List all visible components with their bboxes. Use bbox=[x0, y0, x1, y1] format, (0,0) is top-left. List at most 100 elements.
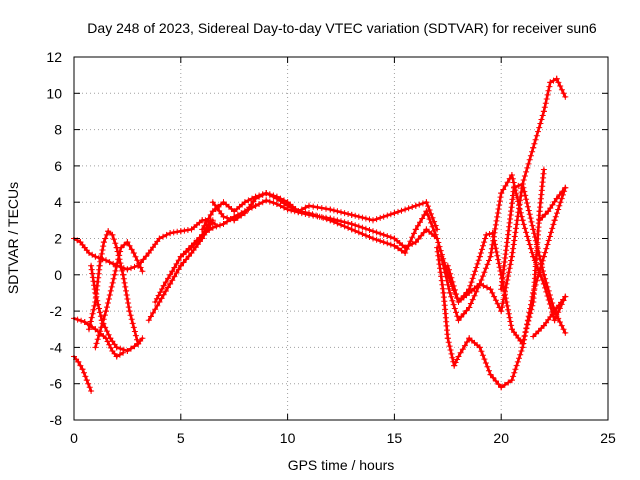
data-point bbox=[82, 373, 89, 380]
data-point bbox=[128, 246, 135, 253]
data-point bbox=[156, 235, 163, 242]
data-point bbox=[532, 330, 539, 337]
data-point bbox=[245, 197, 252, 204]
data-point bbox=[281, 197, 287, 204]
data-point bbox=[525, 207, 532, 214]
data-point bbox=[473, 288, 480, 295]
data-point bbox=[547, 205, 554, 212]
data-point bbox=[496, 202, 503, 208]
data-point bbox=[527, 215, 534, 222]
data-point bbox=[153, 295, 160, 302]
data-point bbox=[495, 256, 502, 263]
data-point bbox=[449, 297, 456, 304]
data-point bbox=[535, 128, 541, 135]
data-point bbox=[428, 219, 434, 226]
data-point bbox=[444, 277, 451, 284]
data-point bbox=[532, 234, 538, 240]
data-point bbox=[481, 239, 488, 246]
data-point bbox=[169, 277, 176, 284]
data-point bbox=[489, 230, 496, 237]
data-point bbox=[359, 231, 366, 237]
data-point bbox=[118, 244, 124, 251]
data-point bbox=[487, 286, 494, 293]
data-point bbox=[512, 366, 519, 373]
data-point bbox=[402, 250, 409, 256]
data-point bbox=[505, 310, 512, 317]
data-point bbox=[489, 289, 496, 296]
data-point bbox=[481, 356, 488, 363]
data-point bbox=[323, 205, 329, 212]
data-point bbox=[562, 184, 569, 191]
data-point bbox=[446, 289, 453, 296]
data-point bbox=[318, 205, 325, 211]
data-point bbox=[432, 222, 439, 229]
data-point bbox=[185, 253, 192, 260]
data-point bbox=[124, 348, 131, 354]
data-point bbox=[525, 160, 532, 167]
data-point bbox=[479, 352, 486, 359]
data-point bbox=[88, 314, 95, 321]
data-point bbox=[188, 244, 195, 251]
data-point bbox=[412, 226, 419, 233]
data-point bbox=[544, 283, 551, 290]
data-point bbox=[543, 245, 550, 252]
data-point bbox=[112, 240, 119, 247]
data-point bbox=[411, 230, 417, 237]
data-point bbox=[175, 257, 182, 264]
data-point bbox=[521, 188, 528, 195]
data-point bbox=[434, 226, 441, 233]
data-point bbox=[201, 222, 208, 229]
data-point bbox=[494, 300, 501, 307]
data-point bbox=[510, 241, 517, 248]
data-point bbox=[471, 292, 478, 299]
data-point bbox=[90, 306, 97, 313]
data-point bbox=[503, 299, 510, 305]
data-point bbox=[92, 253, 99, 260]
data-point bbox=[538, 325, 545, 332]
data-point bbox=[548, 229, 554, 236]
data-point bbox=[370, 228, 376, 235]
data-point bbox=[549, 300, 556, 306]
data-point bbox=[528, 306, 535, 313]
tick-layer bbox=[73, 56, 609, 421]
data-point bbox=[487, 253, 494, 260]
data-point bbox=[448, 293, 455, 300]
data-point bbox=[423, 199, 430, 206]
data-point bbox=[482, 360, 489, 366]
data-point bbox=[419, 200, 426, 207]
data-point bbox=[89, 270, 96, 277]
data-point bbox=[425, 203, 431, 210]
data-point bbox=[455, 317, 462, 324]
data-point bbox=[517, 351, 524, 358]
data-point bbox=[309, 211, 316, 218]
data-point bbox=[97, 313, 104, 320]
series-track-17 bbox=[498, 181, 569, 336]
data-point bbox=[557, 199, 564, 206]
data-point bbox=[122, 283, 129, 290]
data-point bbox=[539, 214, 546, 221]
data-point bbox=[370, 235, 376, 242]
data-point bbox=[173, 260, 180, 267]
data-point bbox=[545, 208, 552, 215]
data-point bbox=[124, 266, 131, 273]
data-point bbox=[334, 208, 341, 215]
x-tick-label: 15 bbox=[387, 430, 403, 446]
data-point bbox=[484, 284, 490, 291]
data-point bbox=[511, 233, 518, 240]
data-point bbox=[380, 231, 387, 238]
data-point bbox=[96, 309, 103, 316]
data-point bbox=[510, 245, 517, 252]
data-point bbox=[483, 231, 490, 238]
data-point bbox=[405, 242, 412, 249]
data-point bbox=[419, 215, 426, 222]
data-point bbox=[469, 275, 476, 282]
data-point bbox=[377, 230, 384, 237]
data-point bbox=[560, 326, 567, 333]
data-point bbox=[528, 218, 535, 225]
series-track-19 bbox=[536, 184, 569, 224]
y-tick-label: -6 bbox=[50, 376, 63, 392]
data-point bbox=[167, 271, 174, 278]
data-point bbox=[538, 116, 545, 123]
data-point bbox=[431, 227, 438, 234]
series-track-6 bbox=[92, 239, 146, 351]
